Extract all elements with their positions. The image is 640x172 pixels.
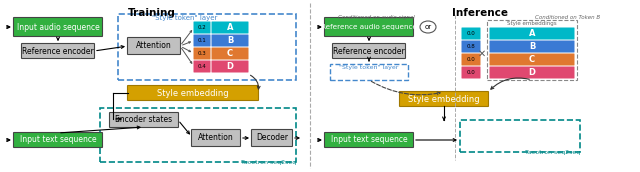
FancyBboxPatch shape <box>399 92 488 106</box>
Text: "Style token" layer: "Style token" layer <box>339 65 399 70</box>
Bar <box>330 64 408 80</box>
Text: Tacotron seq2seq: Tacotron seq2seq <box>241 160 296 165</box>
Text: 0.1: 0.1 <box>198 38 206 43</box>
Bar <box>118 14 296 80</box>
Text: 0.8: 0.8 <box>467 44 476 49</box>
FancyBboxPatch shape <box>490 53 575 66</box>
Bar <box>487 20 577 80</box>
FancyBboxPatch shape <box>193 61 211 73</box>
Text: ✕: ✕ <box>478 49 486 59</box>
Text: Reference encoder: Reference encoder <box>333 46 405 56</box>
Text: Style embeddings: Style embeddings <box>507 21 557 26</box>
FancyBboxPatch shape <box>22 44 95 58</box>
Text: Input text sequence: Input text sequence <box>331 136 407 144</box>
Text: Inference: Inference <box>452 8 508 18</box>
FancyBboxPatch shape <box>127 85 259 100</box>
Bar <box>100 108 296 162</box>
Text: 0.3: 0.3 <box>198 51 206 56</box>
Text: Tacotron seq2seq: Tacotron seq2seq <box>525 150 580 155</box>
FancyBboxPatch shape <box>13 132 102 148</box>
Text: Attention: Attention <box>136 41 172 51</box>
FancyBboxPatch shape <box>211 22 248 34</box>
Text: 0.2: 0.2 <box>198 25 206 30</box>
Text: or: or <box>424 24 431 30</box>
FancyBboxPatch shape <box>324 132 413 148</box>
Text: Input audio sequence: Input audio sequence <box>17 23 99 31</box>
Text: Decoder: Decoder <box>256 133 288 142</box>
Text: Attention: Attention <box>198 133 234 142</box>
Text: D: D <box>529 68 536 77</box>
Text: 0.0: 0.0 <box>467 31 476 36</box>
FancyBboxPatch shape <box>461 40 481 52</box>
FancyBboxPatch shape <box>490 40 575 52</box>
Text: "Style token" layer: "Style token" layer <box>152 15 218 21</box>
Text: Input text sequence: Input text sequence <box>20 136 96 144</box>
Text: A: A <box>227 23 233 32</box>
FancyBboxPatch shape <box>490 28 575 40</box>
Text: Style embedding: Style embedding <box>408 94 480 104</box>
Text: B: B <box>227 36 233 45</box>
Bar <box>460 120 580 152</box>
Text: B: B <box>529 42 535 51</box>
Text: 0.4: 0.4 <box>198 64 206 69</box>
Text: Reference encoder: Reference encoder <box>22 46 94 56</box>
FancyBboxPatch shape <box>193 22 211 34</box>
FancyBboxPatch shape <box>191 130 241 147</box>
Text: D: D <box>227 62 234 71</box>
Text: Encoder states: Encoder states <box>115 116 173 125</box>
Text: Conditioned on audio signal: Conditioned on audio signal <box>338 15 414 20</box>
FancyBboxPatch shape <box>13 18 102 36</box>
Text: Style embedding: Style embedding <box>157 89 229 98</box>
FancyBboxPatch shape <box>211 47 248 60</box>
FancyBboxPatch shape <box>461 67 481 78</box>
FancyBboxPatch shape <box>211 61 248 73</box>
FancyBboxPatch shape <box>333 44 406 58</box>
Text: A: A <box>529 29 535 38</box>
Text: 0.0: 0.0 <box>467 57 476 62</box>
Text: C: C <box>227 49 233 58</box>
Text: 0.0: 0.0 <box>467 70 476 75</box>
Ellipse shape <box>420 21 436 33</box>
FancyBboxPatch shape <box>461 28 481 40</box>
FancyBboxPatch shape <box>211 35 248 46</box>
Text: C: C <box>529 55 535 64</box>
FancyBboxPatch shape <box>127 37 180 55</box>
FancyBboxPatch shape <box>193 47 211 60</box>
FancyBboxPatch shape <box>252 130 292 147</box>
Text: Reference audio sequence: Reference audio sequence <box>321 24 417 30</box>
Text: Conditioned on Token B: Conditioned on Token B <box>536 15 600 20</box>
FancyBboxPatch shape <box>461 53 481 66</box>
Text: Training: Training <box>128 8 176 18</box>
FancyBboxPatch shape <box>109 112 179 127</box>
FancyBboxPatch shape <box>193 35 211 46</box>
FancyBboxPatch shape <box>324 18 413 36</box>
FancyBboxPatch shape <box>490 67 575 78</box>
